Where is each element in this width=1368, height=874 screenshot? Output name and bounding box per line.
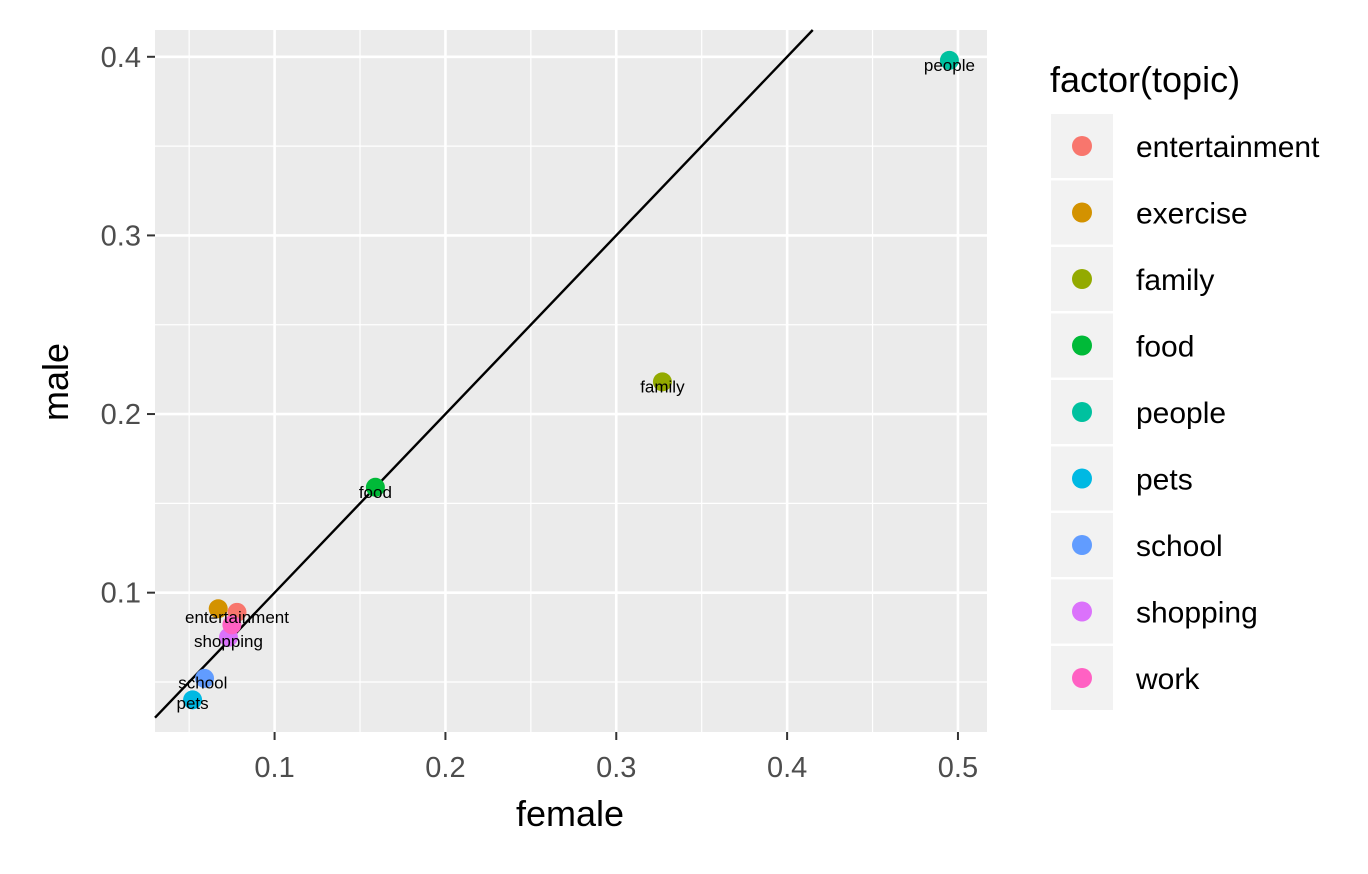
legend-title: factor(topic) — [1050, 59, 1240, 100]
data-point-label-pets: pets — [177, 694, 209, 713]
legend-swatch-people — [1072, 402, 1092, 422]
legend-swatch-school — [1072, 535, 1092, 555]
legend-swatch-family — [1072, 269, 1092, 289]
panel-background — [155, 30, 987, 732]
data-point-label-food: food — [359, 483, 392, 502]
legend-swatch-work — [1072, 668, 1092, 688]
reference-line-group — [154, 29, 814, 719]
legend: factor(topic) entertainment exercise famil… — [1050, 59, 1320, 710]
x-tick-label: 0.5 — [938, 752, 978, 784]
legend-label-school: school — [1136, 530, 1223, 563]
data-point-food — [365, 477, 385, 497]
legend-swatch-pets — [1072, 468, 1092, 489]
data-point-label-people: people — [924, 56, 975, 75]
data-point-people — [939, 50, 959, 70]
legend-label-family: family — [1136, 264, 1214, 297]
data-point-family — [652, 372, 672, 392]
legend-swatch-shopping — [1072, 601, 1092, 622]
y-axis-title: male — [35, 343, 76, 421]
legend-label-food: food — [1136, 331, 1194, 364]
data-point-label-school: school — [178, 673, 227, 692]
x-tick-label: 0.3 — [596, 752, 636, 784]
legend-label-pets: pets — [1136, 464, 1193, 497]
data-point-label-shopping: shopping — [194, 632, 263, 651]
data-point-pets — [183, 690, 203, 710]
data-point-label-family: family — [640, 378, 685, 397]
major-gridlines — [155, 30, 987, 732]
x-tick-label: 0.4 — [767, 752, 807, 784]
legend-label-entertainment: entertainment — [1136, 131, 1320, 164]
legend-swatch-exercise — [1072, 202, 1092, 223]
y-tick-label: 0.4 — [101, 42, 141, 74]
y-axis: 0.1 0.2 0.3 0.4 — [101, 42, 155, 610]
legend-swatch-food — [1072, 335, 1092, 356]
data-points — [183, 50, 959, 710]
data-point-exercise — [208, 599, 228, 619]
y-tick-label: 0.1 — [101, 578, 141, 610]
legend-label-people: people — [1136, 397, 1226, 430]
x-tick-label: 0.2 — [425, 752, 465, 784]
legend-label-work: work — [1135, 663, 1200, 696]
reference-line — [154, 29, 814, 719]
legend-label-shopping: shopping — [1136, 597, 1258, 630]
data-point-labels: entertainment shopping school pets food famil… — [177, 56, 975, 713]
x-axis: 0.1 0.2 0.3 0.4 0.5 — [254, 732, 978, 784]
x-axis-title: female — [516, 793, 624, 834]
y-tick-label: 0.2 — [101, 399, 141, 431]
y-tick-label: 0.3 — [101, 220, 141, 252]
data-point-work — [222, 615, 242, 635]
x-tick-label: 0.1 — [254, 752, 294, 784]
data-point-school — [195, 668, 215, 688]
legend-label-exercise: exercise — [1136, 198, 1248, 231]
data-point-label-entertainment: entertainment — [185, 608, 289, 627]
legend-swatch-entertainment — [1072, 136, 1092, 156]
